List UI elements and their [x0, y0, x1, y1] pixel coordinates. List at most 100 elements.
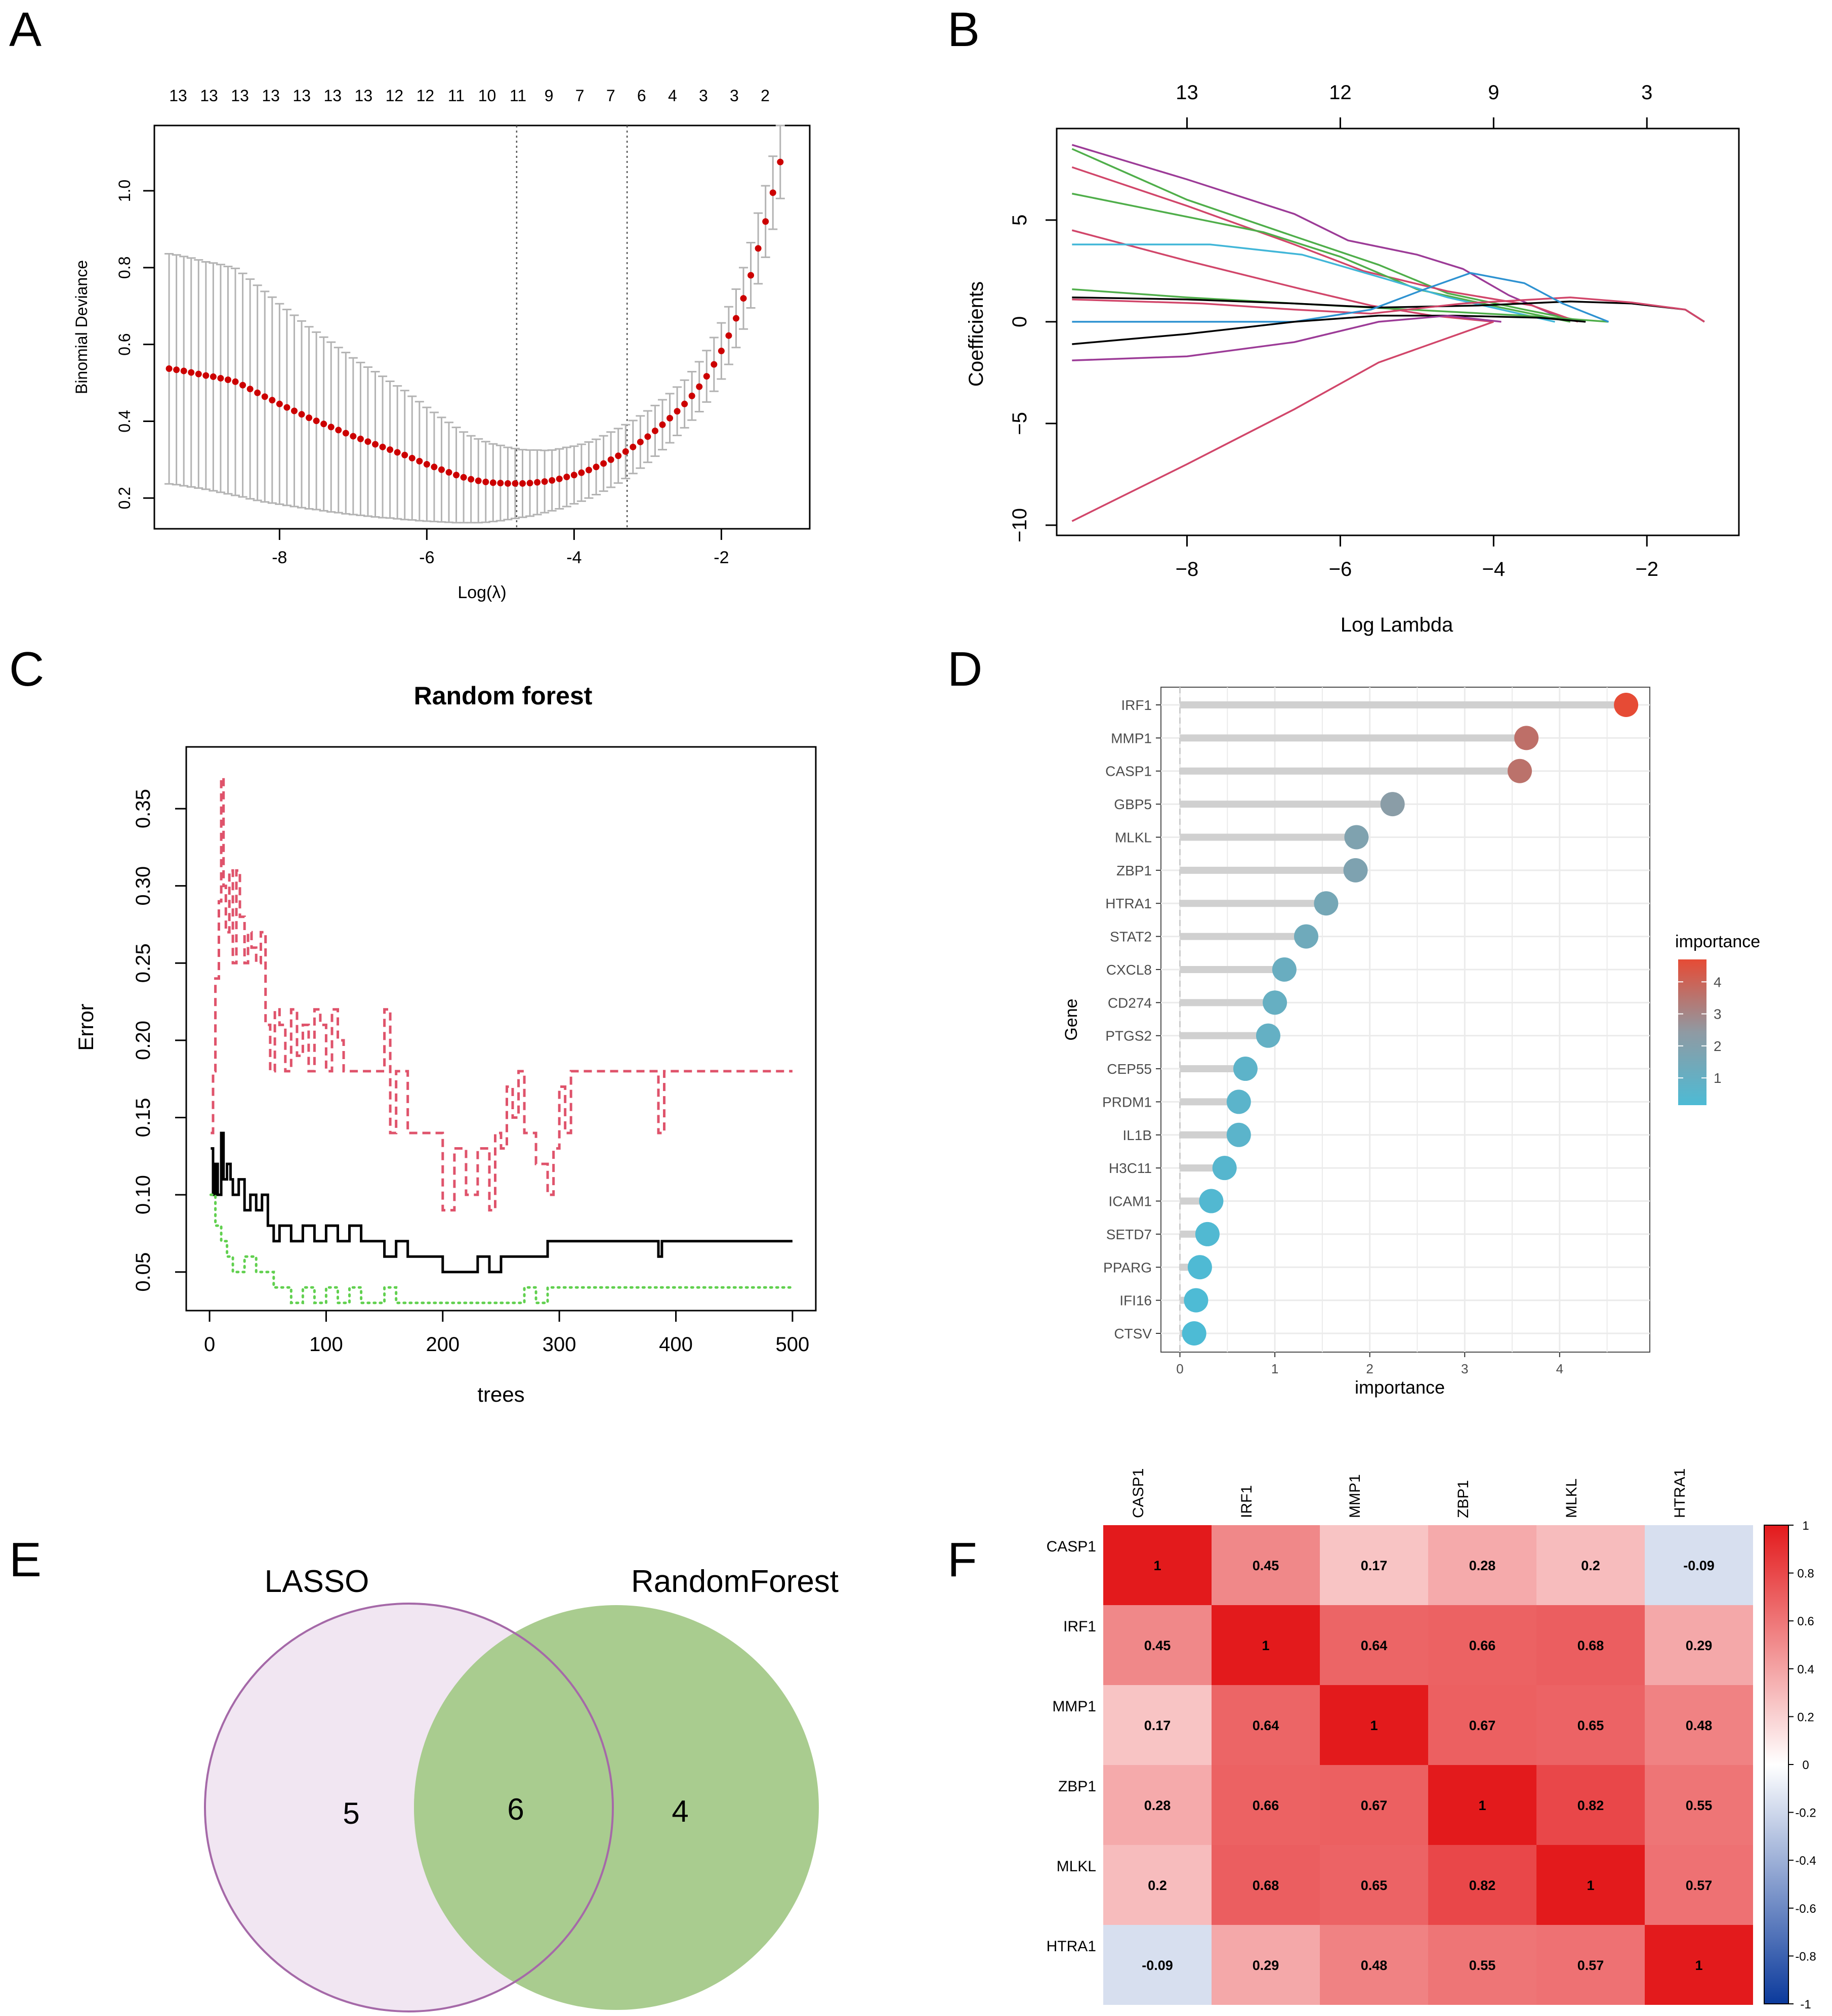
deviance-point	[195, 370, 202, 377]
heatmap-cell-value: 0.64	[1361, 1638, 1388, 1653]
panel-label-c: C	[9, 642, 45, 696]
heatmap-cell-value: 0.65	[1361, 1878, 1388, 1893]
heatmap-cell-value: 0.29	[1686, 1638, 1713, 1653]
x-tick-label: 100	[309, 1333, 343, 1356]
legend-tick-label: 3	[1714, 1006, 1722, 1022]
deviance-point	[416, 457, 423, 465]
importance-point	[1263, 990, 1287, 1015]
gene-label: PTGS2	[1105, 1028, 1152, 1044]
heatmap-cell-value: 0.2	[1148, 1878, 1167, 1893]
coefficient-path-line	[1072, 315, 1502, 362]
importance-point	[1187, 1255, 1212, 1280]
heatmap-cell-value: 0.82	[1577, 1798, 1604, 1813]
heatmap-cell	[1645, 1685, 1753, 1765]
deviance-point	[217, 374, 224, 382]
x-axis-label: Log(λ)	[457, 583, 506, 602]
deviance-point	[313, 417, 320, 425]
heatmap-row-label: IRF1	[1063, 1618, 1096, 1635]
x-tick-label: 0	[204, 1333, 215, 1356]
colorbar-tick-label: 0.4	[1797, 1663, 1814, 1676]
legend-title: importance	[1675, 932, 1760, 951]
deviance-point	[762, 218, 769, 225]
deviance-point	[703, 373, 710, 380]
y-tick-label: −10	[1009, 508, 1031, 542]
x-axis-label: Log Lambda	[1341, 614, 1453, 636]
legend-tick-label: 1	[1714, 1070, 1722, 1086]
coefficient-path-line	[1071, 144, 1571, 323]
deviance-point	[246, 386, 254, 393]
deviance-point	[239, 382, 246, 389]
heatmap-cell-value: 0.28	[1144, 1798, 1171, 1813]
colorbar-tick-label: 0	[1802, 1758, 1809, 1772]
deviance-point	[431, 464, 438, 471]
coefficient-path-line	[1072, 296, 1705, 323]
heatmap-cell	[1320, 1845, 1428, 1925]
deviance-point	[335, 427, 342, 434]
heatmap-cell	[1212, 1525, 1320, 1605]
x-tick-label: 4	[1556, 1361, 1563, 1376]
deviance-point	[460, 474, 467, 481]
heatmap-cell	[1103, 1765, 1212, 1845]
y-tick-label: 0.4	[115, 410, 134, 432]
heatmap-cell-value: 0.45	[1144, 1638, 1171, 1653]
deviance-point	[725, 332, 732, 339]
heatmap-cell	[1536, 1765, 1645, 1845]
venn-set-label: LASSO	[265, 1564, 369, 1599]
gene-label: CXCL8	[1106, 962, 1152, 978]
heatmap-cell	[1536, 1685, 1645, 1765]
coefficient-path-line	[1071, 321, 1494, 522]
deviance-point	[202, 372, 210, 379]
deviance-point	[512, 480, 519, 487]
colorbar-tick-label: -0.4	[1795, 1854, 1816, 1868]
heatmap-cell	[1320, 1925, 1428, 2005]
gene-label: CEP55	[1107, 1061, 1152, 1077]
heatmap-cell	[1536, 1605, 1645, 1685]
heatmap-cell	[1320, 1765, 1428, 1845]
y-tick-label: 0.25	[132, 943, 154, 983]
heatmap-cell	[1645, 1925, 1753, 2005]
x-tick-label: -2	[714, 548, 729, 567]
gene-label: H3C11	[1109, 1160, 1152, 1176]
deviance-point	[445, 469, 452, 476]
coefficient-path-line	[1072, 272, 1609, 323]
heatmap-cell	[1428, 1925, 1536, 2005]
x-tick-label: −8	[1176, 558, 1199, 580]
deviance-point	[276, 400, 283, 407]
deviance-point	[630, 443, 637, 450]
deviance-point	[438, 466, 445, 473]
plot-frame	[1056, 128, 1740, 536]
heatmap-cell-value: 0.29	[1253, 1958, 1279, 1973]
deviance-point	[394, 449, 401, 456]
top-axis-label: 13	[1176, 81, 1198, 104]
top-axis-label: 13	[262, 87, 280, 105]
deviance-point	[468, 476, 475, 483]
deviance-point	[453, 472, 460, 479]
heatmap-cell	[1428, 1845, 1536, 1925]
plot-frame	[185, 746, 817, 1312]
heatmap-cell-value: 1	[1695, 1958, 1702, 1973]
panel-f-correlation-heatmap: 1 0.45 0.17 0.28 0.2 -0.09 CASP1 0.45 1 0.64 0.66 0…	[1047, 1468, 1816, 2011]
top-axis-label: 3	[1641, 81, 1652, 104]
top-axis-label: 13	[355, 87, 373, 105]
heatmap-cell-value: 0.82	[1469, 1878, 1496, 1893]
top-axis-label: 12	[417, 87, 435, 105]
top-axis-label: 3	[730, 87, 739, 105]
gene-label: PRDM1	[1102, 1094, 1152, 1110]
deviance-point	[497, 480, 504, 487]
deviance-point	[350, 433, 357, 440]
heatmap-cell	[1428, 1525, 1536, 1605]
deviance-point	[342, 430, 349, 437]
heatmap-col-label: ZBP1	[1455, 1480, 1472, 1518]
top-axis-label: 10	[478, 87, 496, 105]
deviance-point	[364, 438, 371, 445]
x-tick-label: 2	[1366, 1361, 1373, 1376]
x-tick-label: -6	[419, 548, 434, 567]
colorbar-tick-label: 1	[1802, 1519, 1809, 1533]
y-tick-label: 0.30	[132, 866, 154, 906]
heatmap-cell-value: 0.48	[1686, 1718, 1713, 1733]
y-tick-label: −5	[1009, 412, 1031, 435]
heatmap-cell-value: 1	[1587, 1878, 1594, 1893]
heatmap-cell	[1536, 1925, 1645, 2005]
top-axis-label: 2	[761, 87, 770, 105]
deviance-point	[210, 373, 217, 380]
